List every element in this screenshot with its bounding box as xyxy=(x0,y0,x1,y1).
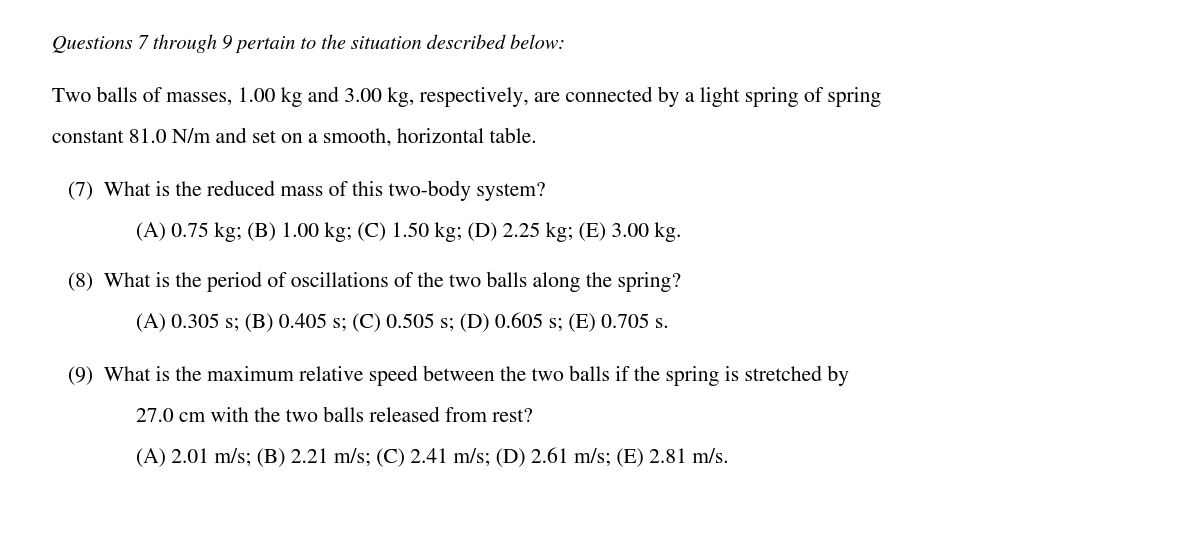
Text: (A) 2.01 m/s; (B) 2.21 m/s; (C) 2.41 m/s; (D) 2.61 m/s; (E) 2.81 m/s.: (A) 2.01 m/s; (B) 2.21 m/s; (C) 2.41 m/s… xyxy=(136,449,728,469)
Text: (8)  What is the period of oscillations of the two balls along the spring?: (8) What is the period of oscillations o… xyxy=(68,272,682,293)
Text: (9)  What is the maximum relative speed between the two balls if the spring is s: (9) What is the maximum relative speed b… xyxy=(68,366,850,386)
Text: (7)  What is the reduced mass of this two-body system?: (7) What is the reduced mass of this two… xyxy=(68,180,546,201)
Text: 27.0 cm with the two balls released from rest?: 27.0 cm with the two balls released from… xyxy=(136,407,533,427)
Text: constant 81.0 N/m and set on a smooth, horizontal table.: constant 81.0 N/m and set on a smooth, h… xyxy=(52,128,536,148)
Text: Two balls of masses, 1.00 kg and 3.00 kg, respectively, are connected by a light: Two balls of masses, 1.00 kg and 3.00 kg… xyxy=(52,86,881,107)
Text: Questions 7 through 9 pertain to the situation described below:: Questions 7 through 9 pertain to the sit… xyxy=(52,35,565,53)
Text: (A) 0.75 kg; (B) 1.00 kg; (C) 1.50 kg; (D) 2.25 kg; (E) 3.00 kg.: (A) 0.75 kg; (B) 1.00 kg; (C) 1.50 kg; (… xyxy=(136,222,680,242)
Text: (A) 0.305 s; (B) 0.405 s; (C) 0.505 s; (D) 0.605 s; (E) 0.705 s.: (A) 0.305 s; (B) 0.405 s; (C) 0.505 s; (… xyxy=(136,314,668,334)
